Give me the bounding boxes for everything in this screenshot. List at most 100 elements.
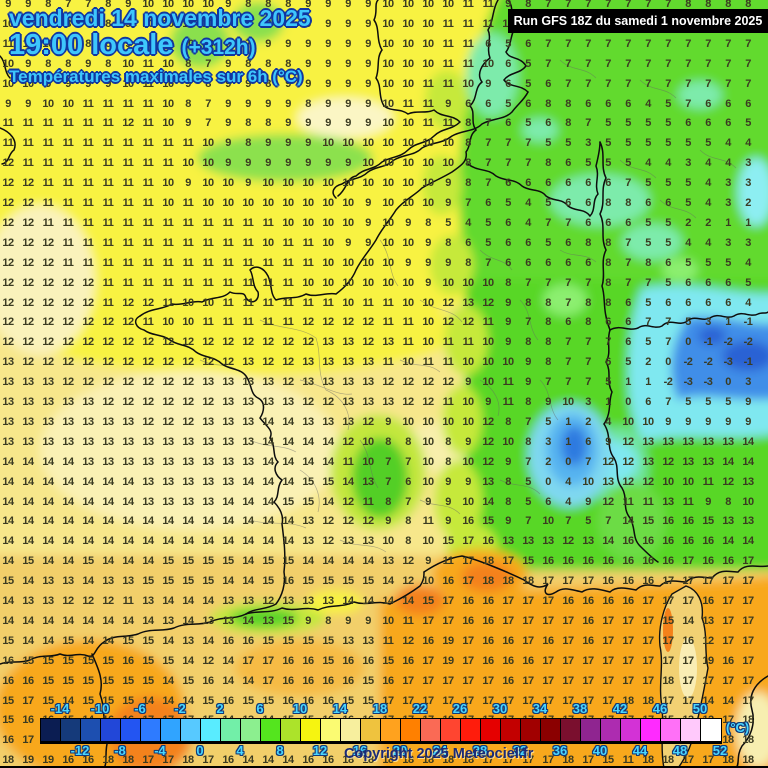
temperature-value: 14: [282, 475, 294, 488]
temperature-value: 14: [362, 555, 374, 568]
temperature-value: 12: [82, 595, 94, 607]
temperature-value: 11: [442, 336, 454, 349]
temperature-value: 16: [702, 555, 714, 568]
temperature-value: 16: [22, 714, 34, 727]
temperature-value: 17: [682, 595, 694, 607]
temperature-value: 16: [682, 535, 694, 548]
temperature-value: 9: [445, 475, 451, 488]
temperature-value: 17: [642, 614, 654, 627]
temperature-value: 12: [142, 415, 154, 428]
temperature-value: 8: [405, 435, 411, 448]
temperature-value: 4: [525, 216, 531, 229]
temperature-value: 12: [62, 296, 74, 309]
temperature-value: 6: [505, 77, 511, 90]
temperature-value: 12: [422, 376, 434, 389]
temperature-value: 5: [545, 137, 551, 150]
temperature-value: 17: [602, 634, 614, 647]
temperature-value: 14: [382, 595, 394, 607]
temperature-value: 13: [362, 475, 374, 488]
temperature-value: 8: [605, 276, 611, 289]
temperature-value: 10: [422, 137, 434, 150]
temperature-value: 7: [645, 37, 651, 50]
temperature-value: 11: [22, 37, 34, 50]
temperature-value: 5: [645, 216, 651, 229]
temperature-value: 16: [602, 575, 614, 588]
temperature-value: 15: [262, 694, 274, 707]
temperature-value: 10: [162, 77, 174, 90]
temperature-value: -2: [663, 376, 673, 389]
temperature-value: 5: [545, 197, 551, 209]
temperature-value: 15: [2, 694, 14, 707]
temperature-value: 5: [665, 236, 671, 249]
temperature-value: 8: [545, 356, 551, 369]
temperature-value: 2: [685, 216, 691, 229]
temperature-value: 13: [222, 376, 234, 389]
temperature-value: 16: [562, 595, 574, 607]
temperature-value: 13: [82, 435, 94, 448]
temperature-value: 12: [322, 515, 334, 528]
temperature-value: 17: [422, 674, 434, 687]
temperature-value: 9: [5, 97, 11, 110]
temperature-value: 15: [82, 654, 94, 667]
temperature-value: 9: [365, 216, 371, 229]
temperature-value: 5: [625, 356, 631, 369]
temperature-value: 10: [382, 535, 394, 548]
temperature-value: 14: [182, 595, 194, 607]
temperature-value: 6: [605, 177, 611, 190]
temperature-value: 10: [302, 177, 314, 190]
temperature-value: 9: [65, 37, 71, 50]
temperature-value: 12: [382, 376, 394, 389]
temperature-value: 14: [302, 435, 314, 448]
temperature-value: 6: [605, 316, 611, 329]
temperature-value: 7: [525, 137, 531, 150]
temperature-value: 9: [245, 77, 251, 90]
temperature-value: 7: [625, 177, 631, 190]
temperature-value: 10: [382, 17, 394, 30]
temperature-value: 14: [222, 674, 234, 687]
temperature-value: 3: [705, 316, 711, 329]
temperature-value: -2: [723, 336, 733, 349]
temperature-value: 17: [242, 654, 254, 667]
temperature-value: 11: [42, 137, 54, 150]
temperature-value: 14: [242, 495, 254, 508]
temperature-value: 10: [402, 37, 414, 50]
temperature-value: 9: [585, 495, 591, 508]
temperature-value: 11: [82, 216, 94, 229]
temperature-value: 13: [722, 515, 734, 528]
temperature-value: 14: [222, 515, 234, 528]
temperature-value: 10: [382, 157, 394, 170]
temperature-value: 5: [545, 236, 551, 249]
temperature-value: -1: [703, 336, 713, 349]
temperature-value: 10: [442, 157, 454, 170]
temperature-value: 5: [505, 37, 511, 50]
temperature-value: 6: [585, 435, 591, 448]
temperature-value: 16: [642, 555, 654, 568]
temperature-value: 13: [242, 455, 254, 468]
temperature-value: 12: [82, 376, 94, 389]
temperature-value: 10: [362, 256, 374, 269]
temperature-value: 9: [345, 17, 351, 30]
temperature-value: 17: [462, 694, 474, 707]
temperature-value: 11: [302, 256, 314, 269]
temperature-value: 6: [705, 97, 711, 110]
temperature-value: 12: [402, 396, 414, 408]
temperature-value: 14: [722, 455, 734, 468]
scale-label-top: 2: [216, 701, 224, 716]
temperature-value: 10: [382, 137, 394, 150]
temperature-value: 11: [142, 117, 154, 130]
temperature-value: 4: [745, 137, 751, 150]
temperature-value: 10: [322, 256, 334, 269]
temperature-value: 13: [362, 376, 374, 389]
temperature-value: 13: [542, 535, 554, 548]
temperature-value: 9: [525, 376, 531, 389]
temperature-value: 9: [125, 17, 131, 30]
temperature-value: 8: [565, 117, 571, 130]
temperature-value: 7: [525, 455, 531, 468]
temperature-value: 9: [745, 396, 751, 408]
temperature-value: 14: [22, 495, 34, 508]
temperature-value: 11: [102, 236, 114, 249]
temperature-value: 10: [462, 415, 474, 428]
temperature-value: 16: [442, 575, 454, 588]
temperature-value: 14: [62, 535, 74, 548]
scale-cell: [681, 719, 701, 741]
